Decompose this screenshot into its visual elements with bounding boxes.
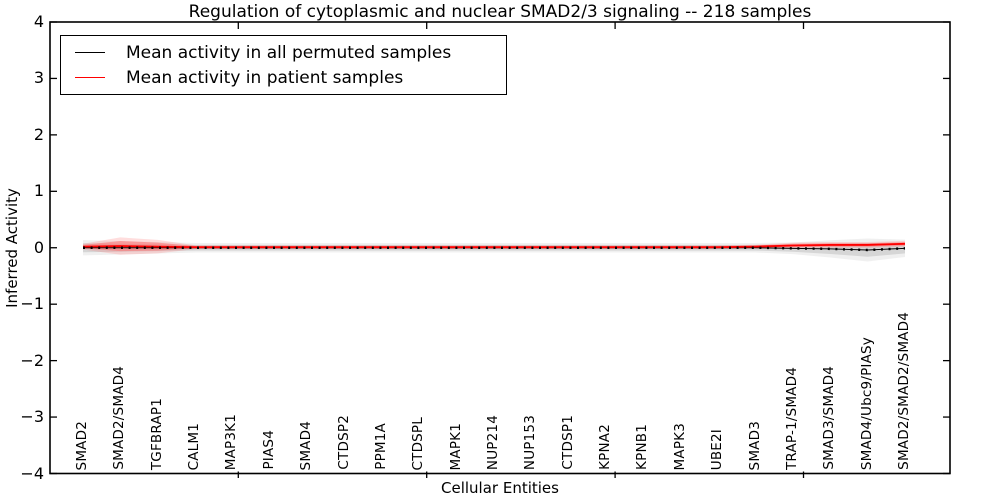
x-tick-label: SMAD2 <box>74 420 90 470</box>
legend-label: Mean activity in all permuted samples <box>126 42 452 63</box>
x-tick-label: KPNB1 <box>634 424 651 470</box>
x-tick-label: UBE2I <box>709 428 726 470</box>
x-tick-label: SMAD2/SMAD4 <box>111 366 128 470</box>
legend-entry-permuted: Mean activity in all permuted samples <box>61 40 506 65</box>
y-tick-label: 1 <box>33 181 44 201</box>
y-tick-label: 3 <box>33 68 44 88</box>
x-tick-label: PIAS4 <box>260 430 277 470</box>
legend-label: Mean activity in patient samples <box>126 67 404 88</box>
x-tick-label: PPM1A <box>372 423 389 470</box>
x-tick-label: SMAD3/SMAD4 <box>821 366 838 470</box>
y-tick-label: −2 <box>20 350 44 370</box>
permuted-line-swatch <box>75 52 105 53</box>
legend-entry-patient: Mean activity in patient samples <box>61 65 506 90</box>
x-tick-label: CTDSP2 <box>335 415 352 470</box>
x-tick-label: TRAP-1/SMAD4 <box>783 366 800 470</box>
y-tick-label: 2 <box>33 124 44 144</box>
x-tick-label: SMAD4/Ubc9/PIASy <box>858 336 875 470</box>
x-tick-label: MAPK1 <box>447 422 464 470</box>
x-tick-label: CALM1 <box>186 422 203 470</box>
x-tick-label: SMAD3 <box>746 420 763 470</box>
x-tick-label: NUP153 <box>522 414 539 470</box>
x-tick-label: CTDSPL <box>410 416 427 471</box>
y-tick-label: −1 <box>20 294 44 314</box>
x-axis-label: Cellular Entities <box>441 479 559 497</box>
x-tick-label: SMAD4 <box>298 420 315 470</box>
x-tick-label: CTDSP1 <box>559 415 576 470</box>
chart-title: Regulation of cytoplasmic and nuclear SM… <box>188 2 812 22</box>
legend: Mean activity in all permuted samples Me… <box>60 35 507 95</box>
patient-line-swatch <box>75 77 105 78</box>
y-tick-label: −4 <box>20 463 44 483</box>
x-tick-label: TGFBRAP1 <box>148 397 165 470</box>
x-tick-label: MAP3K1 <box>223 413 240 470</box>
x-tick-label: KPNA2 <box>597 424 614 470</box>
x-tick-label: SMAD2/SMAD2/SMAD4 <box>896 312 912 470</box>
y-tick-label: 4 <box>33 12 44 31</box>
patient-band <box>83 240 905 252</box>
x-tick-label: NUP214 <box>485 414 501 470</box>
y-tick-label: 0 <box>33 237 44 257</box>
permuted-mean-dotted-line <box>83 246 906 252</box>
x-tick-label: MAPK3 <box>671 422 688 470</box>
y-tick-label: −3 <box>20 407 44 427</box>
